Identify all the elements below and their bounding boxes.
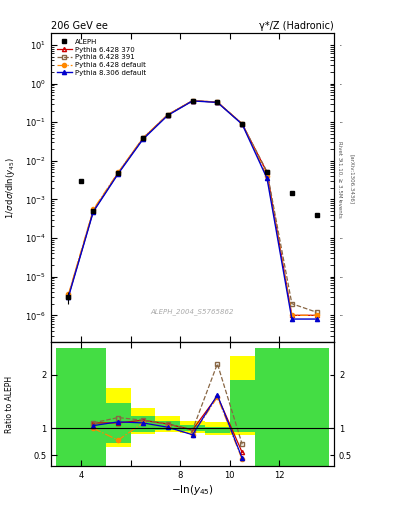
Text: 206 GeV ee: 206 GeV ee — [51, 21, 108, 31]
Text: Rivet 3.1.10, ≥ 3.5M events: Rivet 3.1.10, ≥ 3.5M events — [338, 141, 342, 218]
Y-axis label: $1/\sigma\,\mathrm{d}\sigma/\mathrm{d}\ln(y_{45})$: $1/\sigma\,\mathrm{d}\sigma/\mathrm{d}\l… — [4, 157, 17, 219]
Legend: ALEPH, Pythia 6.428 370, Pythia 6.428 391, Pythia 6.428 default, Pythia 8.306 de: ALEPH, Pythia 6.428 370, Pythia 6.428 39… — [55, 37, 148, 78]
Text: γ*/Z (Hadronic): γ*/Z (Hadronic) — [259, 21, 334, 31]
X-axis label: $-\ln(y_{45})$: $-\ln(y_{45})$ — [171, 482, 214, 497]
Text: ALEPH_2004_S5765862: ALEPH_2004_S5765862 — [151, 308, 234, 315]
Text: [arXiv:1306.3436]: [arXiv:1306.3436] — [349, 154, 354, 204]
Y-axis label: Ratio to ALEPH: Ratio to ALEPH — [5, 375, 14, 433]
